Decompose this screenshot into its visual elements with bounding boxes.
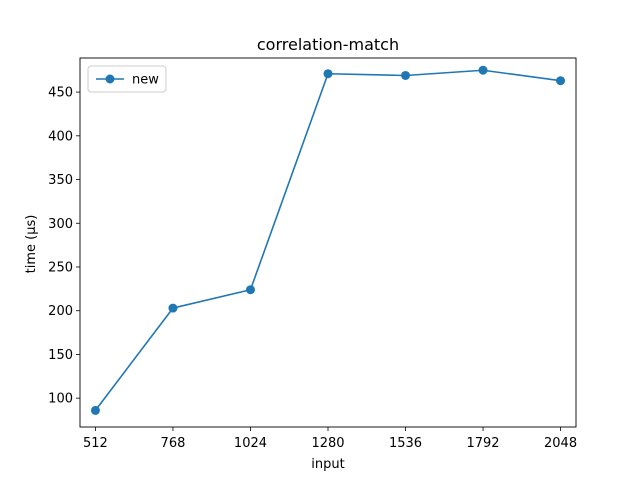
axes-frame: [79, 57, 577, 428]
y-tick-label: 450: [48, 86, 73, 101]
y-tick-label: 100: [48, 392, 73, 407]
y-tick-label: 150: [48, 348, 73, 363]
x-tick-label: 512: [83, 436, 108, 451]
data-point: [478, 65, 488, 75]
x-tick-label: 1024: [234, 436, 267, 451]
data-point: [323, 69, 333, 79]
legend: new: [87, 65, 167, 93]
x-tick-label: 768: [161, 436, 186, 451]
legend-entry: new: [132, 73, 159, 88]
y-tick-label: 400: [48, 129, 73, 144]
x-tick-label: 1792: [466, 436, 499, 451]
y-tick-label: 350: [48, 173, 73, 188]
x-tick-label: 1280: [311, 436, 344, 451]
x-tick-label: 2048: [544, 436, 577, 451]
data-point: [401, 70, 411, 80]
chart-title: correlation-match: [257, 35, 399, 54]
data-point: [168, 303, 178, 313]
x-tick-label: 1536: [389, 436, 422, 451]
legend-box: [87, 65, 167, 93]
y-tick-label: 300: [48, 217, 73, 232]
legend-marker: [105, 74, 115, 84]
y-tick-label: 200: [48, 304, 73, 319]
data-point: [556, 76, 566, 86]
plot-area: 512 768 1024 1280 1536 1792 2048 100 150 200 250 30…: [48, 57, 577, 451]
data-point: [90, 405, 100, 415]
x-axis-label: input: [311, 457, 344, 472]
y-tick-label: 250: [48, 260, 73, 275]
y-axis-label: time (µs): [24, 215, 39, 274]
data-point: [245, 285, 255, 295]
